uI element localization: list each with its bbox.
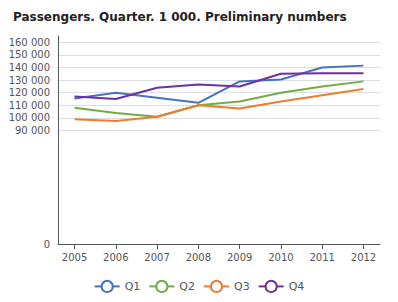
svg-text:100 000: 100 000 [9,112,50,123]
svg-text:2007: 2007 [144,252,169,263]
svg-text:110 000: 110 000 [9,100,50,111]
svg-text:2011: 2011 [309,252,334,263]
svg-text:2010: 2010 [268,252,293,263]
svg-text:0: 0 [44,239,50,250]
svg-text:160 000: 160 000 [9,37,50,48]
svg-text:Passengers. Quarter. 1 000. Pr: Passengers. Quarter. 1 000. Preliminary … [13,10,347,24]
svg-text:2012: 2012 [351,252,376,263]
svg-text:2008: 2008 [186,252,211,263]
svg-text:2005: 2005 [62,252,87,263]
svg-text:Q4: Q4 [289,280,305,293]
svg-text:150 000: 150 000 [9,49,50,60]
svg-text:2009: 2009 [227,252,252,263]
svg-text:140 000: 140 000 [9,62,50,73]
svg-text:Q3: Q3 [234,280,250,293]
svg-text:Q1: Q1 [125,280,141,293]
svg-text:Q2: Q2 [179,280,195,293]
svg-text:130 000: 130 000 [9,75,50,86]
svg-text:90 000: 90 000 [15,125,50,136]
svg-text:120 000: 120 000 [9,87,50,98]
svg-text:2006: 2006 [103,252,128,263]
